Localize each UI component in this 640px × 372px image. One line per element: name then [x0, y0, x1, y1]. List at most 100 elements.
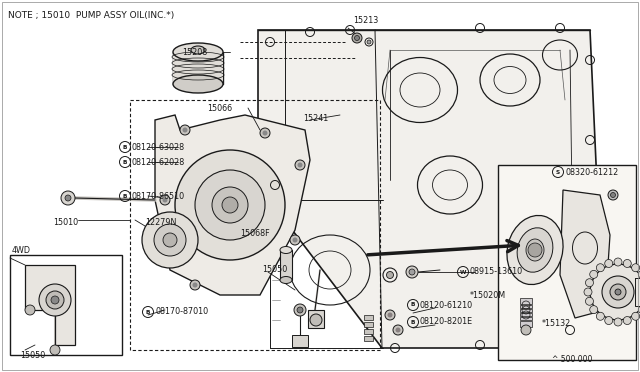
Circle shape — [608, 190, 618, 200]
Polygon shape — [258, 30, 597, 348]
Bar — [635, 278, 640, 306]
Bar — [520, 298, 532, 304]
Text: B: B — [123, 160, 127, 164]
Text: 08170-87010: 08170-87010 — [155, 308, 208, 317]
Circle shape — [355, 35, 360, 41]
Bar — [520, 321, 532, 327]
Circle shape — [39, 284, 71, 316]
Ellipse shape — [191, 46, 205, 54]
Text: 08120-61210: 08120-61210 — [420, 301, 473, 310]
Circle shape — [193, 282, 198, 288]
Text: NOTE ; 15010  PUMP ASSY OIL(INC.*): NOTE ; 15010 PUMP ASSY OIL(INC.*) — [8, 11, 174, 20]
Circle shape — [260, 128, 270, 138]
Circle shape — [638, 270, 640, 278]
Text: 15213: 15213 — [353, 16, 378, 25]
Circle shape — [142, 212, 198, 268]
Circle shape — [615, 289, 621, 295]
Text: W: W — [460, 269, 467, 275]
Circle shape — [521, 325, 531, 335]
Bar — [292, 335, 308, 347]
Text: 08170-86510: 08170-86510 — [132, 192, 185, 201]
Circle shape — [409, 269, 415, 275]
Circle shape — [154, 224, 186, 256]
Circle shape — [222, 197, 238, 213]
Text: ^ 500 000: ^ 500 000 — [552, 356, 593, 365]
Circle shape — [589, 306, 598, 314]
Bar — [308, 310, 324, 328]
Circle shape — [160, 195, 170, 205]
Bar — [520, 309, 532, 312]
Circle shape — [61, 191, 75, 205]
Text: *15132: *15132 — [542, 318, 572, 327]
Text: 15208: 15208 — [182, 48, 207, 57]
Circle shape — [528, 243, 542, 257]
Text: B: B — [123, 144, 127, 150]
Bar — [520, 317, 532, 320]
Circle shape — [387, 312, 392, 317]
Text: 15241: 15241 — [303, 113, 328, 122]
Circle shape — [195, 170, 265, 240]
Circle shape — [50, 345, 60, 355]
Bar — [173, 52, 223, 84]
Circle shape — [605, 317, 612, 324]
Circle shape — [367, 40, 371, 44]
Circle shape — [586, 279, 593, 287]
Circle shape — [175, 150, 285, 260]
Text: B: B — [411, 320, 415, 324]
Circle shape — [590, 264, 640, 320]
Text: 08120-62028: 08120-62028 — [132, 157, 185, 167]
Circle shape — [396, 327, 401, 333]
Text: 15068F: 15068F — [240, 228, 269, 237]
Circle shape — [623, 317, 631, 324]
Circle shape — [295, 160, 305, 170]
Circle shape — [310, 314, 322, 326]
Polygon shape — [25, 265, 75, 345]
Text: *15020M: *15020M — [470, 291, 506, 299]
Circle shape — [605, 259, 612, 267]
Bar — [364, 336, 373, 341]
Circle shape — [632, 264, 639, 272]
Circle shape — [190, 280, 200, 290]
Ellipse shape — [173, 75, 223, 93]
Text: 15066: 15066 — [207, 103, 232, 112]
Bar — [520, 305, 532, 308]
Circle shape — [589, 270, 598, 278]
Text: 15010: 15010 — [53, 218, 78, 227]
Text: B: B — [146, 310, 150, 314]
Text: 08320-61212: 08320-61212 — [565, 167, 618, 176]
Bar — [364, 315, 373, 320]
Ellipse shape — [280, 247, 292, 253]
Ellipse shape — [280, 276, 292, 283]
Circle shape — [292, 237, 298, 243]
Circle shape — [596, 312, 604, 320]
Text: B: B — [123, 193, 127, 199]
Circle shape — [163, 198, 168, 202]
Circle shape — [262, 131, 268, 135]
Circle shape — [611, 192, 616, 198]
Text: 08120-8201E: 08120-8201E — [420, 317, 473, 327]
Text: 12279N: 12279N — [145, 218, 177, 227]
Circle shape — [602, 276, 634, 308]
Circle shape — [25, 305, 35, 315]
Bar — [364, 322, 373, 327]
Ellipse shape — [517, 228, 553, 272]
Text: B: B — [411, 302, 415, 308]
Circle shape — [163, 233, 177, 247]
Circle shape — [596, 264, 604, 272]
Circle shape — [393, 325, 403, 335]
Circle shape — [65, 195, 71, 201]
Polygon shape — [155, 115, 310, 295]
Circle shape — [182, 128, 188, 132]
Bar — [280, 250, 292, 280]
Circle shape — [610, 284, 626, 300]
Circle shape — [180, 125, 190, 135]
Circle shape — [638, 306, 640, 314]
Circle shape — [623, 259, 631, 267]
Text: S: S — [556, 170, 560, 174]
Circle shape — [290, 235, 300, 245]
Circle shape — [212, 187, 248, 223]
Circle shape — [385, 310, 395, 320]
Text: 08915-13610: 08915-13610 — [470, 267, 523, 276]
Circle shape — [46, 291, 64, 309]
Bar — [498, 165, 636, 360]
